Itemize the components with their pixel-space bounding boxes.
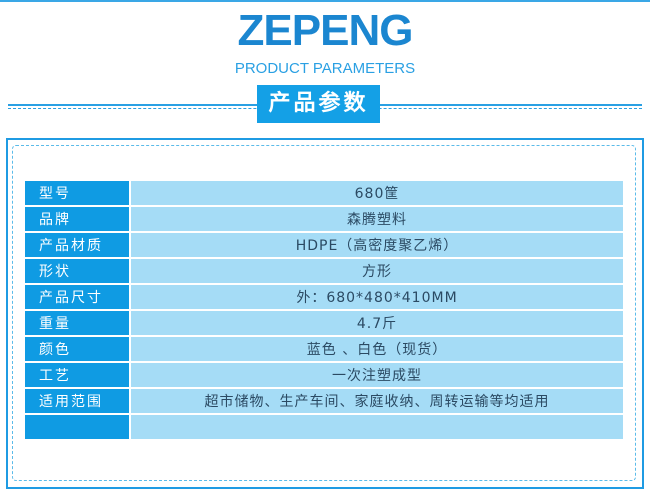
param-label: 产品材质 — [25, 233, 129, 257]
param-label — [25, 415, 129, 439]
param-value: 一次注塑成型 — [131, 363, 623, 387]
table-row — [25, 415, 623, 439]
param-label: 工艺 — [25, 363, 129, 387]
param-value: 4.7斤 — [131, 311, 623, 335]
params-frame — [6, 138, 644, 489]
table-row: 品牌 森腾塑料 — [25, 207, 623, 231]
subtitle: PRODUCT PARAMETERS — [234, 60, 416, 77]
param-label: 颜色 — [25, 337, 129, 361]
param-value: HDPE（高密度聚乙烯） — [131, 233, 623, 257]
section-title: 产品参数 — [257, 85, 380, 123]
table-row: 形状 方形 — [25, 259, 623, 283]
top-divider — [0, 0, 650, 2]
table-row: 重量 4.7斤 — [25, 311, 623, 335]
param-value: 超市储物、生产车间、家庭收纳、周转运输等均适用 — [131, 389, 623, 413]
table-row: 产品尺寸 外：680*480*410MM — [25, 285, 623, 309]
logo-text: ZEPENG — [237, 6, 414, 55]
param-value: 森腾塑料 — [131, 207, 623, 231]
param-label: 重量 — [25, 311, 129, 335]
table-row: 颜色 蓝色 、白色（现货） — [25, 337, 623, 361]
param-value: 外：680*480*410MM — [131, 285, 623, 309]
params-inner-frame — [12, 145, 636, 481]
param-value: 680筐 — [131, 181, 623, 205]
param-label: 型号 — [25, 181, 129, 205]
param-value — [131, 415, 623, 439]
params-table: 型号 680筐 品牌 森腾塑料 产品材质 HDPE（高密度聚乙烯） 形状 方形 产品尺寸 外：68… — [23, 179, 625, 441]
param-value: 蓝色 、白色（现货） — [131, 337, 623, 361]
table-row: 适用范围 超市储物、生产车间、家庭收纳、周转运输等均适用 — [25, 389, 623, 413]
param-label: 形状 — [25, 259, 129, 283]
param-label: 品牌 — [25, 207, 129, 231]
table-row: 型号 680筐 — [25, 181, 623, 205]
table-row: 工艺 一次注塑成型 — [25, 363, 623, 387]
param-value: 方形 — [131, 259, 623, 283]
brand-logo: ZEPENG — [225, 8, 425, 54]
param-label: 适用范围 — [25, 389, 129, 413]
param-label: 产品尺寸 — [25, 285, 129, 309]
table-row: 产品材质 HDPE（高密度聚乙烯） — [25, 233, 623, 257]
